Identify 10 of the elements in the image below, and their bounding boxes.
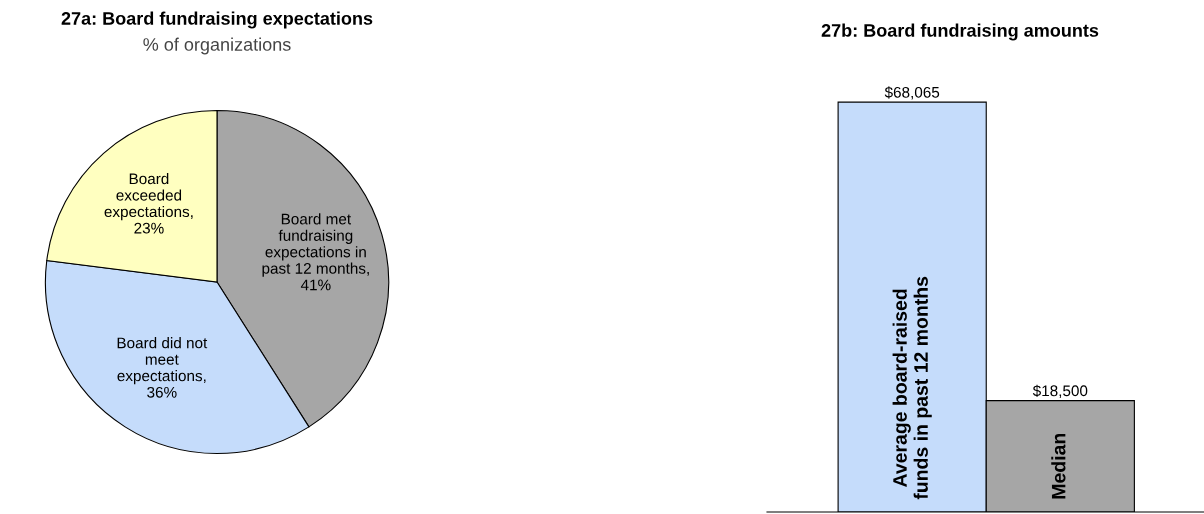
chart-subtitle: % of organizations xyxy=(143,37,291,55)
x-tick-label: Average board-raised funds in past 12 months xyxy=(892,276,932,500)
chart-title: 27b: Board fundraising amounts xyxy=(821,23,1099,41)
data-label: $68,065 xyxy=(884,86,940,100)
data-label: $18,500 xyxy=(1032,384,1088,398)
slice-label: Board did not meet expectations, 36% xyxy=(117,337,208,398)
slice-label: Board met fundraising expectations in past 12 months, 41% xyxy=(262,213,369,291)
slice-label: Board exceeded expectations, 23% xyxy=(104,172,193,234)
chart-title: 27a: Board fundraising expectations xyxy=(61,11,373,29)
x-tick-label: Median xyxy=(1051,433,1066,499)
